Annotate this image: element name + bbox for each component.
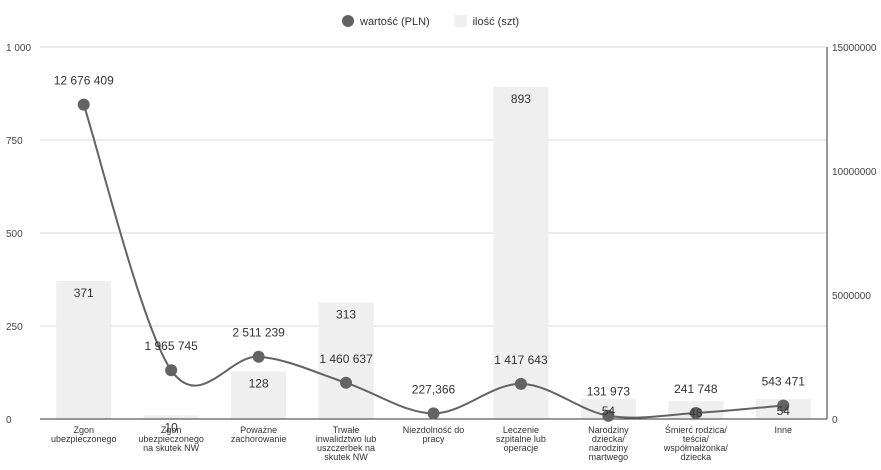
value-point (165, 364, 178, 377)
bar-value-label: 54 (777, 404, 791, 418)
y-left-tick-label: 500 (6, 229, 23, 240)
data-labels: 371 10 128 313 893 54 48 54 12 676 409 1 965 745 2… (54, 74, 806, 435)
y-left-tick-label: 750 (6, 136, 23, 147)
bar-value-label: 48 (689, 406, 703, 420)
legend: wartość (PLN) ilość (szt) (342, 15, 519, 28)
gridlines (40, 46, 827, 327)
x-tick-label: Inne (775, 425, 793, 435)
value-point (689, 407, 702, 420)
value-point (77, 98, 90, 111)
line-value-label: 2 511 239 (232, 326, 285, 340)
y-left-tick-label: 1 000 (6, 43, 31, 54)
bar (231, 371, 287, 419)
legend-label: ilość (szt) (473, 16, 519, 28)
bar-value-label: 893 (511, 92, 531, 106)
x-tick-label: Niezdolność do pracy (403, 425, 465, 444)
y-right-tick-label: 10000000 (832, 167, 877, 178)
bar (56, 280, 112, 419)
x-tick-label: Leczenie szpitalne lub operacje (496, 425, 546, 453)
x-tick-label: Narodziny dziecka/narodziny martwego (588, 425, 629, 462)
line-value-label: 131 973 (587, 385, 631, 399)
bar-value-label: 128 (249, 376, 269, 390)
y-right-tick-label: 5000000 (832, 291, 871, 302)
line-value-label: 12 676 409 (54, 74, 114, 88)
x-tick-label: Zgon ubezpieczonego (51, 425, 117, 444)
line-value-label: 1 417 643 (494, 353, 548, 367)
line-value-label: 227,366 (412, 382, 456, 396)
legend-marker-circle (342, 15, 354, 27)
y-right-tick-label: 15000000 (832, 43, 877, 54)
line-series (77, 98, 790, 422)
value-point (514, 377, 527, 390)
y-right-tick-label: 0 (832, 415, 838, 426)
bar (143, 415, 199, 419)
x-tick-label: Trwałe inwalidztwo lub uszczerbek na skutek… (316, 425, 377, 462)
value-point (427, 407, 440, 420)
y-left-tick-label: 0 (6, 415, 12, 426)
legend-label: wartość (PLN) (359, 16, 430, 28)
x-tick-label: Poważne zachorowanie (231, 425, 287, 444)
line-value-label: 543 471 (762, 375, 806, 389)
bar-value-label: 54 (602, 404, 616, 418)
bars (56, 86, 811, 419)
bar-value-label: 10 (164, 420, 178, 434)
line-value-label: 241 748 (674, 382, 718, 396)
value-point (777, 399, 790, 412)
x-tick-label: Śmierć rodzica/teścia/współmałżonka/dzie… (663, 424, 729, 462)
bar-value-label: 371 (74, 286, 94, 300)
value-point (252, 350, 265, 363)
bar-value-label: 313 (336, 308, 356, 322)
y-left-tick-label: 250 (6, 322, 23, 333)
line-value-label: 1 460 637 (319, 352, 373, 366)
bar (493, 86, 549, 419)
bar (318, 302, 374, 419)
bar (580, 398, 636, 419)
value-line (82, 104, 784, 419)
line-value-label: 1 965 745 (144, 339, 198, 353)
value-point (602, 409, 615, 422)
x-tick-label: Zgon ubezpieczonego na skutek NW (138, 425, 204, 453)
legend-marker-square (454, 15, 467, 27)
value-point (340, 376, 353, 389)
